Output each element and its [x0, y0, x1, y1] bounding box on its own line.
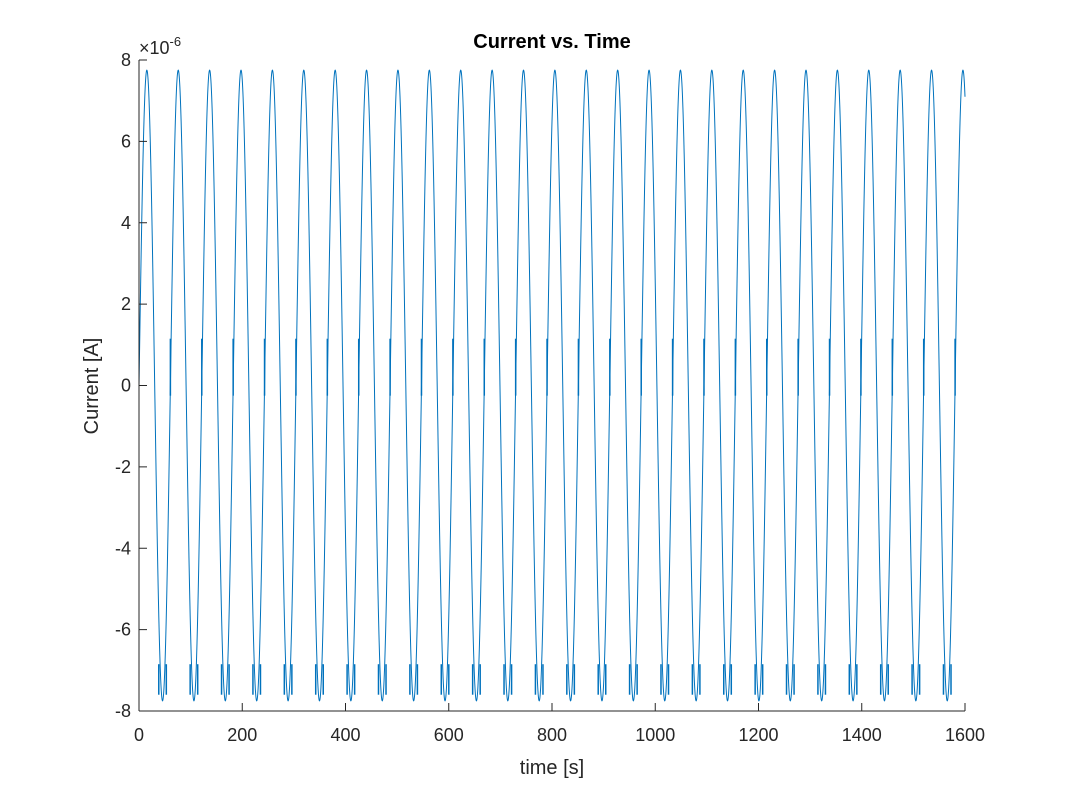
x-tick-label: 400	[330, 725, 360, 745]
y-axis-exponent-power: -6	[170, 34, 182, 49]
y-tick-label: 0	[121, 376, 131, 396]
x-tick-label: 800	[537, 725, 567, 745]
y-tick-label: -8	[115, 701, 131, 721]
y-tick-label: 8	[121, 50, 131, 70]
y-axis-label: Current [A]	[81, 338, 103, 435]
series-layer	[138, 69, 966, 702]
y-axis-exponent-base: ×10	[139, 38, 170, 58]
y-tick-label: 2	[121, 294, 131, 314]
y-tick-label: -6	[115, 620, 131, 640]
x-tick-label: 600	[434, 725, 464, 745]
y-axis-exponent: ×10-6	[139, 34, 181, 58]
y-tick-label: 4	[121, 213, 131, 233]
x-tick-label: 1000	[635, 725, 675, 745]
x-tick-label: 1200	[738, 725, 778, 745]
y-tick-label: -2	[115, 457, 131, 477]
series-0-line	[138, 69, 966, 702]
x-tick-label: 1400	[842, 725, 882, 745]
chart-title: Current vs. Time	[473, 31, 630, 53]
x-axis-label: time [s]	[520, 757, 584, 779]
x-tick-label: 0	[134, 725, 144, 745]
x-tick-label: 1600	[945, 725, 985, 745]
y-tick-label: 6	[121, 131, 131, 151]
y-tick-label: -4	[115, 538, 131, 558]
axes-layer: 0 200 400 600 800 1000 1200 1400 1600 -8 -6 -4 -2 0 2 4…	[115, 50, 985, 745]
x-tick-label: 200	[227, 725, 257, 745]
